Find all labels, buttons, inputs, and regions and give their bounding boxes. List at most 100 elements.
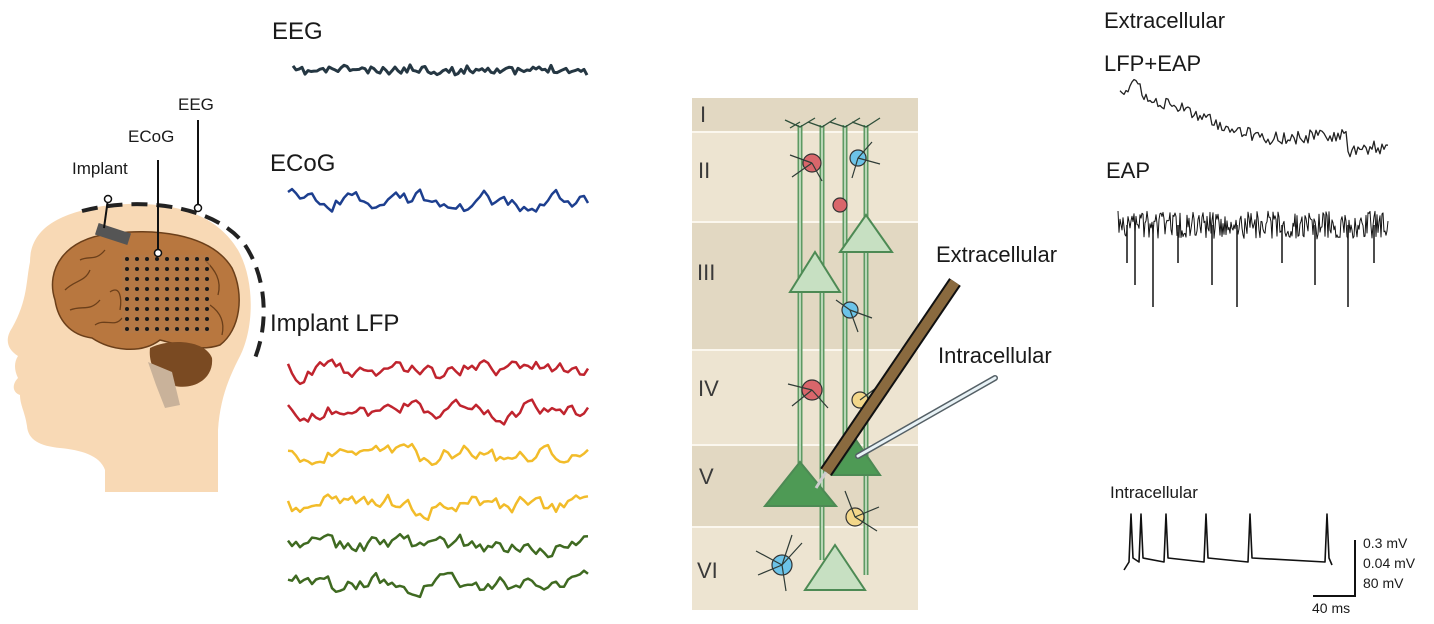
ecog-electrode-dot: [125, 287, 129, 291]
recordings-panel: [1117, 78, 1389, 571]
ecog-electrode-dot: [175, 297, 179, 301]
ecog-electrode-dot: [145, 277, 149, 281]
ecog-electrode-dot: [195, 327, 199, 331]
ecog-electrode-dot: [175, 277, 179, 281]
ecog-electrode-dot: [165, 277, 169, 281]
ecog-electrode-dot: [155, 327, 159, 331]
ecog-electrode-dot: [185, 267, 189, 271]
layer-dividers: [692, 131, 918, 528]
ecog-electrode-dot: [185, 287, 189, 291]
ecog-electrode-dot: [155, 317, 159, 321]
interneuron-red: [832, 197, 848, 213]
ecog-electrode-dot: [145, 307, 149, 311]
ecog-electrode-dot: [175, 257, 179, 261]
trace-title-ecog: ECoG: [270, 150, 336, 177]
ecog-electrode-dot: [125, 277, 129, 281]
pyramidal-soma-VI: [803, 543, 867, 591]
ecog-pin-head: [153, 248, 163, 258]
ecog-electrode-dot: [175, 317, 179, 321]
ecog-electrode-dot: [165, 267, 169, 271]
ecog-electrode-dot: [205, 267, 209, 271]
ecog-grid: [122, 255, 210, 333]
ecog-electrode-dot: [155, 277, 159, 281]
ecog-electrode-dot: [135, 287, 139, 291]
signal-traces: [286, 63, 590, 599]
scale-label-40ms: 40 ms: [1312, 600, 1351, 616]
scale-label-0.04mV: 0.04 mV: [1363, 555, 1416, 571]
ecog-electrode-dot: [205, 307, 209, 311]
ecog-electrode-dot: [125, 257, 129, 261]
ecog-electrode-dot: [175, 267, 179, 271]
ecog-electrode-dot: [155, 307, 159, 311]
ecog-electrode-dot: [175, 327, 179, 331]
ecog-electrode-dot: [205, 287, 209, 291]
ecog-electrode-dot: [205, 277, 209, 281]
ecog-electrode-dot: [195, 287, 199, 291]
lfp-trace-2: [287, 398, 590, 426]
ecog-electrode-dot: [125, 327, 129, 331]
ecog-electrode-dot: [125, 267, 129, 271]
head-label-eeg: EEG: [178, 95, 214, 114]
ecog-electrode-dot: [205, 327, 209, 331]
brain-sulci: [64, 249, 224, 336]
ecog-electrode-dot: [185, 307, 189, 311]
trace-title-lfp: Implant LFP: [270, 310, 400, 337]
ecog-electrode-dot: [185, 327, 189, 331]
dendritic-tufts: [784, 117, 881, 129]
layer-label-V: V: [699, 464, 714, 489]
ecog-electrode-dot: [145, 317, 149, 321]
ecog-electrode-dot: [155, 257, 159, 261]
layer-label-IV: IV: [698, 376, 719, 401]
eeg-pin-head: [193, 203, 203, 213]
cortex-column: [692, 98, 998, 610]
implant-device: [94, 223, 132, 245]
electrode-label-intracellular: Intracellular: [938, 343, 1052, 368]
scale-bar: [1313, 540, 1356, 597]
lfp-trace-5: [286, 532, 589, 559]
eeg-trace: [291, 63, 589, 77]
ecog-electrode-dot: [165, 327, 169, 331]
pyramidal-soma-III-b: [838, 213, 894, 253]
ecog-electrode-dot: [185, 257, 189, 261]
ecog-electrode-dot: [135, 327, 139, 331]
electrode-label-extracellular: Extracellular: [936, 242, 1058, 267]
ecog-electrode-dot: [135, 297, 139, 301]
implant-pin: [103, 198, 109, 229]
lfp-eap-trace: [1119, 78, 1389, 158]
ecog-electrode-dot: [205, 297, 209, 301]
ecog-electrode-dots: [125, 257, 209, 331]
cortex-background: [692, 98, 918, 610]
recording-label-intracellular: Intracellular: [1110, 483, 1198, 502]
ecog-electrode-dot: [125, 317, 129, 321]
ecog-electrode-dot: [185, 317, 189, 321]
implant-pin-head: [103, 194, 113, 204]
recording-label-eap: EAP: [1106, 158, 1151, 183]
ecog-electrode-dot: [175, 287, 179, 291]
ecog-electrode-dot: [145, 287, 149, 291]
ecog-electrode-dot: [135, 317, 139, 321]
ecog-electrode-dot: [155, 297, 159, 301]
scale-label-0.3mV: 0.3 mV: [1363, 535, 1408, 551]
intracellular-electrode: [855, 375, 998, 459]
head-illustration: [7, 120, 266, 492]
ecog-electrode-dot: [195, 317, 199, 321]
lfp-trace-6: [287, 569, 589, 599]
ecog-electrode-dot: [165, 257, 169, 261]
layer-band-I: [692, 98, 918, 132]
ecog-electrode-dot: [165, 317, 169, 321]
scale-label-80mV: 80 mV: [1363, 575, 1404, 591]
ecog-electrode-dot: [125, 307, 129, 311]
ecog-electrode-dot: [185, 277, 189, 281]
ecog-electrode-dot: [155, 287, 159, 291]
layer-label-I: I: [700, 102, 707, 127]
ecog-electrode-dot: [195, 307, 199, 311]
ecog-electrode-dot: [135, 257, 139, 261]
recordings-title: Extracellular: [1104, 8, 1226, 33]
ecog-electrode-dot: [135, 267, 139, 271]
layer-label-II: II: [698, 158, 711, 183]
lfp-trace-4: [286, 493, 589, 522]
ecog-trace: [287, 187, 590, 213]
interneuron-processes: [755, 141, 885, 592]
extracellular-electrode: [814, 278, 961, 489]
